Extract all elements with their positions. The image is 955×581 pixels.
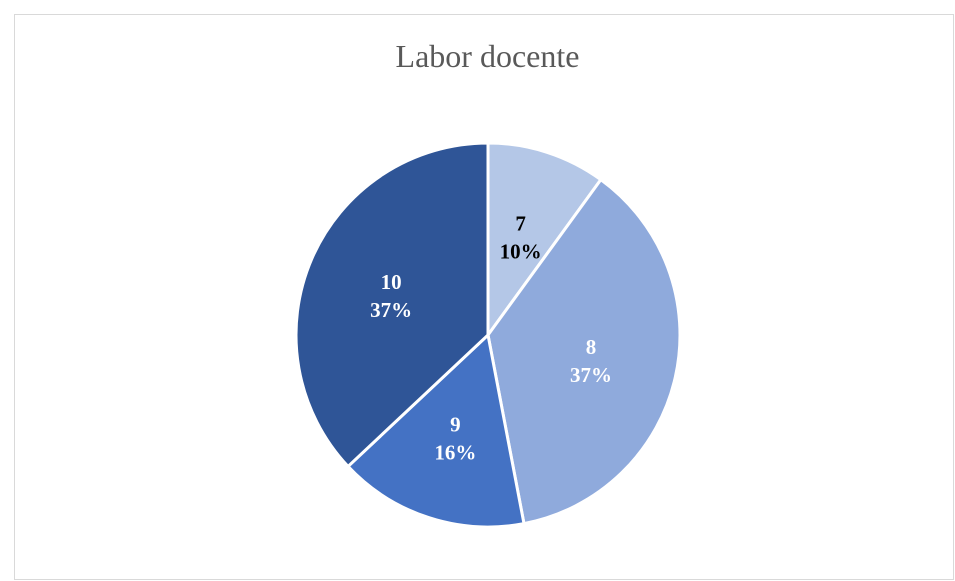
data-label-category: 7: [515, 212, 526, 236]
pie-slice-9: [346, 333, 526, 529]
pie-slice-10: [294, 141, 490, 468]
pie-slice-7: [486, 141, 603, 337]
data-label-category: 10: [381, 270, 402, 294]
data-label-7: 7 10%: [500, 212, 542, 264]
data-label-category: 8: [586, 335, 597, 359]
data-label-percent: 10%: [500, 240, 542, 264]
data-label-percent: 37%: [570, 363, 612, 387]
chart-title: Labor docente: [395, 38, 580, 74]
data-label-8: 8 37%: [570, 335, 612, 387]
data-label-percent: 16%: [434, 440, 476, 464]
data-label-percent: 37%: [370, 298, 412, 322]
data-label-category: 9: [450, 412, 461, 436]
pie-slices: [294, 141, 682, 529]
data-label-10: 10 37%: [370, 270, 412, 322]
pie-labels: 7 10%8 37%9 16%10 37%: [370, 212, 612, 465]
pie-slice-8: [486, 178, 682, 526]
data-label-9: 9 16%: [434, 412, 476, 464]
